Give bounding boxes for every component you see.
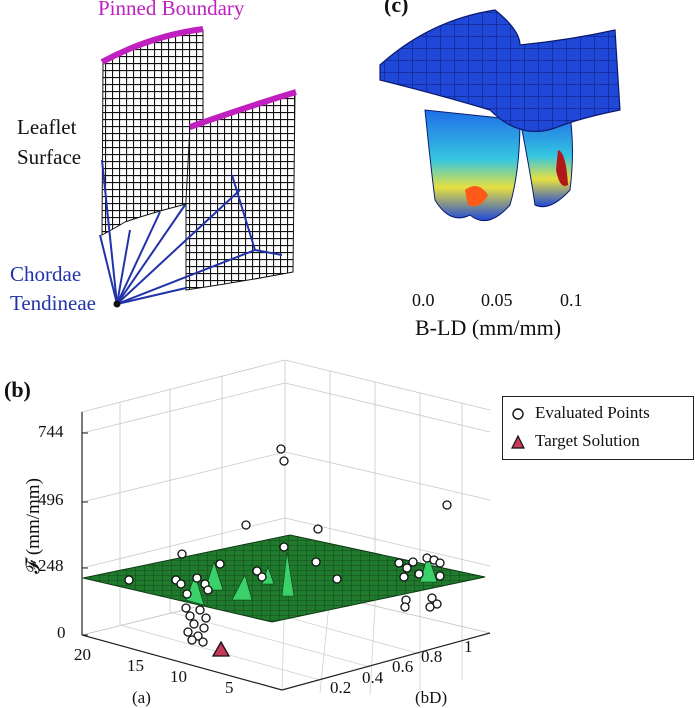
chordae-lines bbox=[99, 159, 283, 305]
colorbar-tick-0: 0.0 bbox=[412, 290, 435, 310]
target-solution-marker bbox=[211, 640, 231, 657]
chordae-label-2: Tendineae bbox=[10, 291, 96, 315]
z-tick-2: 496 bbox=[38, 490, 64, 509]
panel-c-letter: (c) bbox=[384, 0, 409, 17]
legend-evaluated: Evaluated Points bbox=[511, 403, 650, 423]
leaflet-surface-label-2: Surface bbox=[17, 145, 82, 169]
pinned-boundary-label: Pinned Boundary bbox=[98, 0, 245, 20]
triangle-marker-icon bbox=[511, 435, 525, 449]
z-tick-1: 248 bbox=[38, 556, 64, 575]
leaflet-surface-label-1: Leaflet bbox=[17, 115, 77, 139]
colorbar-tick-2: 0.1 bbox=[560, 290, 583, 310]
right-tick-4: 1 bbox=[464, 637, 473, 656]
colorbar-label: B-LD (mm/mm) bbox=[415, 315, 562, 340]
hot-spot-red bbox=[556, 150, 568, 186]
right-tick-3: 0.8 bbox=[421, 647, 443, 666]
pinned-boundary-left bbox=[100, 26, 204, 65]
leaflet-lower-left bbox=[424, 109, 521, 222]
legend-target-label: Target Solution bbox=[535, 431, 640, 450]
chordae-anchor bbox=[113, 300, 121, 308]
leaflet-upper bbox=[379, 9, 621, 132]
left-tick-0: 20 bbox=[74, 645, 91, 664]
left-tick-2: 10 bbox=[170, 667, 187, 686]
hot-spot-orange bbox=[465, 186, 488, 207]
colorbar-tick-1: 0.05 bbox=[481, 290, 513, 310]
z-axis-label: 𝓕 (mm/mm) bbox=[23, 478, 44, 574]
leaflet-lower-right bbox=[519, 114, 573, 208]
legend: Evaluated Points Target Solution bbox=[502, 396, 694, 460]
z-tick-3: 744 bbox=[38, 422, 64, 441]
right-tick-0: 0.2 bbox=[330, 678, 352, 697]
panel-b-letter: (b) bbox=[4, 377, 31, 402]
pinned-boundary-right bbox=[188, 89, 297, 130]
right-axis-label: (bD) bbox=[415, 688, 448, 707]
panel-c-figure bbox=[379, 9, 621, 222]
circle-marker-icon bbox=[512, 408, 524, 420]
left-axis-label: (a) bbox=[132, 688, 151, 707]
panel-a-figure bbox=[99, 26, 297, 308]
right-tick-1: 0.4 bbox=[362, 668, 384, 687]
right-axis-line bbox=[281, 632, 491, 691]
legend-evaluated-label: Evaluated Points bbox=[535, 403, 650, 422]
legend-target: Target Solution bbox=[511, 431, 640, 451]
right-tick-2: 0.6 bbox=[392, 657, 414, 676]
z-tick-0: 0 bbox=[57, 623, 66, 642]
evaluated-points bbox=[124, 444, 452, 647]
left-axis-line bbox=[81, 634, 283, 691]
left-tick-3: 5 bbox=[225, 678, 234, 697]
chordae-label-1: Chordae bbox=[10, 262, 82, 286]
left-tick-1: 15 bbox=[127, 656, 144, 675]
